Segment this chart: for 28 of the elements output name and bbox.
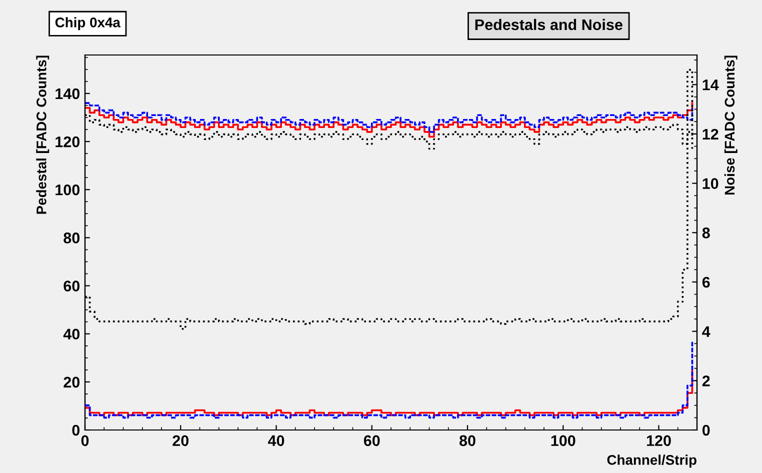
x-axis-title: Channel/Strip <box>607 454 696 468</box>
y-tick-label: 0 <box>72 424 80 436</box>
y-tick-label: 40 <box>63 328 80 340</box>
y2-tick-label: 14 <box>702 80 719 90</box>
y-tick-label: 80 <box>64 232 80 244</box>
y2-tick-label: 2 <box>702 376 710 386</box>
y2-tick-label: 8 <box>702 228 710 238</box>
y-tick-label: 120 <box>56 136 80 148</box>
y2-tick-label: 10 <box>702 178 718 189</box>
x-tick-label: 120 <box>646 435 671 446</box>
y2-tick-label: 12 <box>702 128 718 140</box>
x-tick-label: 60 <box>364 435 380 446</box>
chart-subtitle: Chip 0x4a <box>55 17 121 30</box>
x-tick-label: 0 <box>81 435 89 446</box>
x-tick-label: 80 <box>459 435 476 446</box>
y-tick-label: 100 <box>56 184 80 196</box>
y-tick-label: 60 <box>64 280 80 292</box>
x-tick-label: 100 <box>551 435 576 446</box>
y2-tick-label: 6 <box>702 276 710 288</box>
chart-title: Pedestals and Noise <box>475 18 622 30</box>
x-tick-label: 40 <box>268 435 284 446</box>
y-tick-label: 20 <box>64 376 80 388</box>
y2-axis-title: Noise [FADC Counts] <box>724 56 738 194</box>
y-axis-title: Pedestal [FADC Counts] <box>36 56 50 214</box>
x-tick-label: 20 <box>172 435 188 446</box>
y2-tick-label: 4 <box>702 326 710 337</box>
y2-tick-label: 0 <box>702 424 710 436</box>
y-tick-label: 140 <box>56 88 80 100</box>
